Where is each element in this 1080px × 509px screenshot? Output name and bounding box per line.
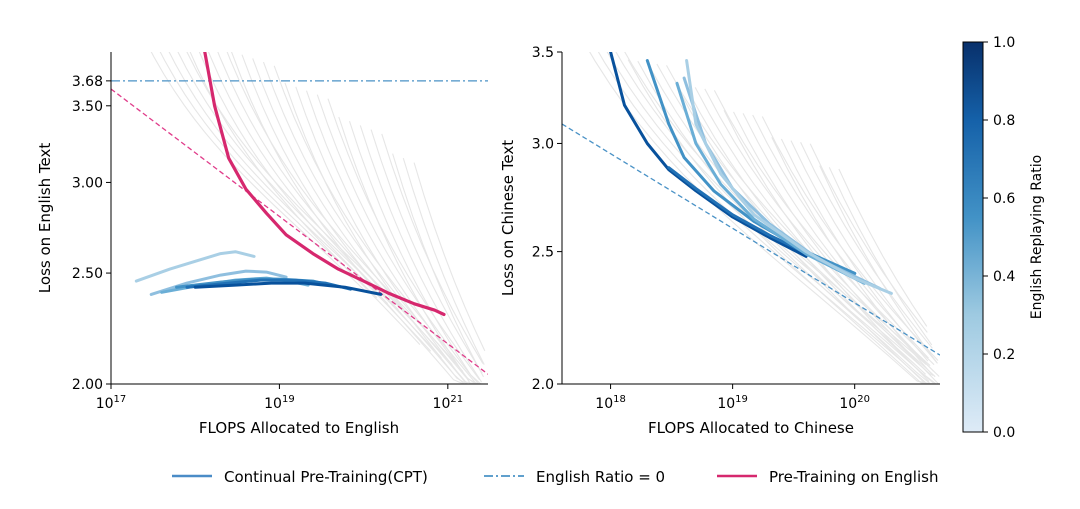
x-ticks: 1018 1019 1020 bbox=[595, 384, 870, 412]
background-run-line bbox=[597, 52, 928, 384]
background-run-line bbox=[402, 157, 485, 365]
background-run-line bbox=[624, 52, 927, 366]
colorbar-ticks: 0.0 0.2 0.4 0.6 0.8 1.0 bbox=[983, 35, 1015, 441]
background-run-line bbox=[819, 165, 938, 363]
background-run-line bbox=[198, 52, 432, 352]
y-tick-label: 3.00 bbox=[72, 175, 103, 191]
y-tick-label: 2.0 bbox=[532, 377, 554, 393]
x-tick-label: 1019 bbox=[264, 394, 295, 412]
y-tick-label: 2.00 bbox=[72, 377, 103, 393]
background-run-line bbox=[838, 168, 928, 327]
background-run-line bbox=[627, 59, 936, 384]
cpt-series-line bbox=[609, 52, 808, 258]
colorbar-tick-label: 0.0 bbox=[993, 425, 1015, 441]
background-run-line bbox=[150, 52, 367, 293]
series-lines bbox=[134, 52, 446, 317]
background-run-line bbox=[305, 90, 479, 384]
colorbar-tick-label: 0.6 bbox=[993, 191, 1015, 207]
background-run-line bbox=[370, 129, 483, 374]
background-run-line bbox=[295, 86, 488, 384]
y-tick-label: 3.5 bbox=[532, 45, 554, 61]
background-run-line bbox=[284, 82, 488, 384]
legend-label-english-ratio-zero: English Ratio = 0 bbox=[536, 468, 665, 486]
background-run-line bbox=[348, 121, 482, 384]
y-ticks: 2.0 2.5 3.0 3.5 bbox=[532, 45, 562, 393]
y-tick-label: 2.5 bbox=[532, 245, 554, 261]
x-tick-label: 1018 bbox=[595, 394, 626, 412]
reference-lines bbox=[111, 80, 488, 375]
background-run-line bbox=[186, 52, 410, 317]
background-run-line bbox=[338, 116, 481, 384]
background-run-line bbox=[189, 52, 421, 345]
background-run-line bbox=[230, 52, 474, 384]
background-run-line bbox=[207, 52, 442, 359]
background-run-line bbox=[694, 87, 930, 375]
background-run-line bbox=[359, 125, 483, 383]
right-x-axis-label: FLOPS Allocated to Chinese bbox=[648, 419, 854, 437]
left-x-axis-label: FLOPS Allocated to English bbox=[199, 419, 399, 437]
background-run-line bbox=[241, 54, 485, 384]
x-tick-label: 1017 bbox=[96, 394, 127, 412]
background-run-line bbox=[675, 84, 940, 384]
series-lines bbox=[609, 52, 893, 295]
legend-label-pretraining: Pre-Training on English bbox=[769, 468, 938, 486]
y-tick-label: 2.50 bbox=[72, 266, 103, 282]
chinese-loss-panel: 1018 1019 1020 2.0 2.5 3.0 3.5 FLOPS Allocate… bbox=[499, 45, 940, 437]
background-run-line bbox=[790, 140, 938, 364]
cpt-series-line bbox=[685, 59, 893, 295]
colorbar-gradient bbox=[962, 41, 984, 433]
reference-line bbox=[111, 88, 488, 375]
colorbar-tick-label: 1.0 bbox=[993, 35, 1015, 51]
legend-label-cpt: Continual Pre-Training(CPT) bbox=[224, 468, 428, 486]
background-run-line bbox=[713, 90, 935, 366]
colorbar: 0.0 0.2 0.4 0.6 0.8 1.0 English Replaying Rat… bbox=[962, 35, 1045, 441]
cpt-series-line bbox=[149, 269, 288, 296]
colorbar-tick-label: 0.8 bbox=[993, 113, 1015, 129]
y-tick-label: 3.68 bbox=[72, 74, 103, 90]
background-runs bbox=[589, 52, 940, 384]
x-ticks: 1017 1019 1021 bbox=[96, 384, 463, 412]
reference-line bbox=[562, 123, 940, 356]
background-run-line bbox=[606, 52, 937, 384]
x-tick-label: 1019 bbox=[717, 394, 748, 412]
english-loss-panel: 1017 1019 1021 2.00 2.50 3.00 3.50 3.68 FLOPS … bbox=[36, 52, 488, 437]
y-tick-label: 3.0 bbox=[532, 136, 554, 152]
background-run-line bbox=[828, 167, 933, 346]
reference-lines bbox=[562, 123, 940, 356]
background-runs bbox=[150, 52, 488, 384]
background-run-line bbox=[685, 85, 935, 384]
y-ticks: 2.00 2.50 3.00 3.50 3.68 bbox=[72, 74, 111, 393]
pretraining-series-line bbox=[203, 52, 446, 317]
x-tick-label: 1021 bbox=[433, 394, 464, 412]
y-tick-label: 3.50 bbox=[72, 99, 103, 115]
cpt-series-line bbox=[193, 281, 383, 296]
colorbar-tick-label: 0.4 bbox=[993, 269, 1015, 285]
left-y-axis-label: Loss on English Text bbox=[36, 143, 54, 294]
cpt-series-line bbox=[134, 250, 256, 283]
background-run-line bbox=[392, 153, 484, 378]
background-run-line bbox=[666, 65, 931, 367]
background-run-line bbox=[733, 111, 939, 384]
background-run-line bbox=[413, 162, 486, 352]
background-run-line bbox=[252, 58, 486, 384]
background-run-line bbox=[637, 60, 932, 384]
background-run-line bbox=[809, 143, 928, 333]
right-y-axis-label: Loss on Chinese Text bbox=[499, 140, 517, 296]
background-run-line bbox=[327, 98, 481, 381]
background-run-line bbox=[316, 94, 480, 384]
background-run-line bbox=[168, 52, 389, 305]
colorbar-tick-label: 0.2 bbox=[993, 347, 1015, 363]
background-run-line bbox=[742, 113, 934, 372]
colorbar-label: English Replaying Ratio bbox=[1029, 155, 1045, 319]
background-run-line bbox=[780, 138, 929, 362]
legend: Continual Pre-Training(CPT) English Rati… bbox=[172, 468, 938, 486]
background-run-line bbox=[723, 110, 930, 382]
background-run-line bbox=[800, 141, 933, 349]
x-tick-label: 1020 bbox=[839, 394, 870, 412]
